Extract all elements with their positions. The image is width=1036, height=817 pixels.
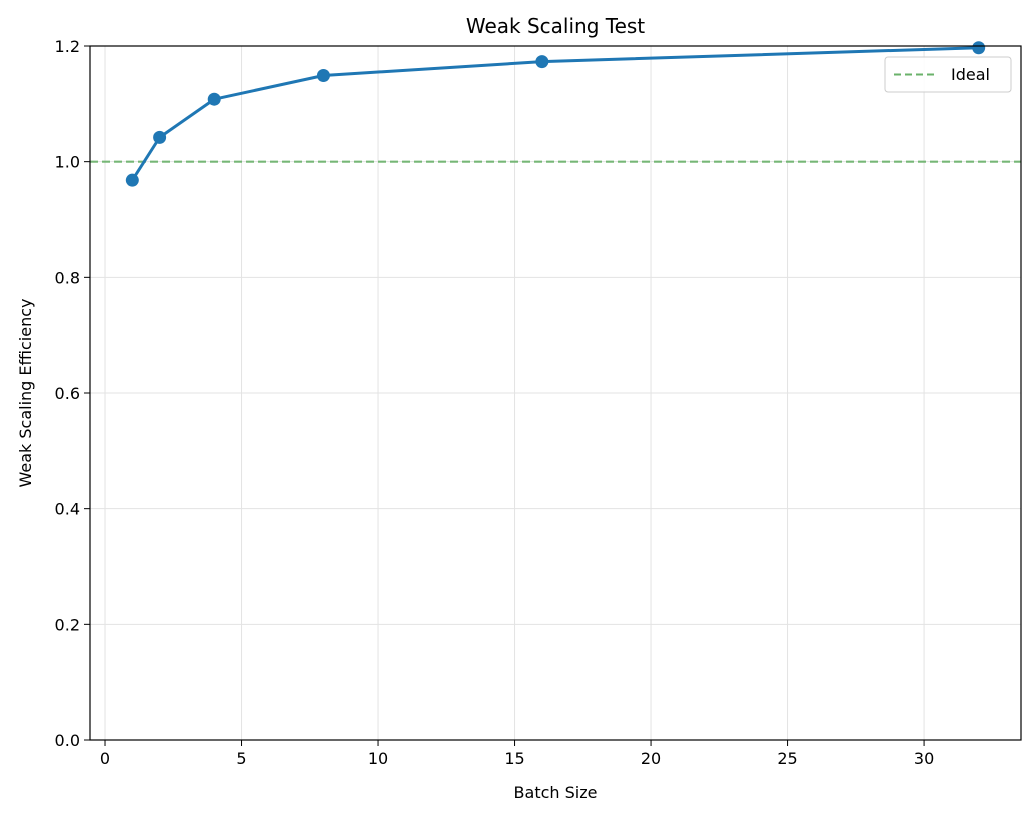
ticks: 0 5 10 15 20 25 30 0.0 0.2 0.4 0.6 0.8 1.0 1.2: [55, 37, 935, 768]
legend-box: [884, 56, 1012, 93]
y-tick-label: 0.8: [55, 268, 80, 287]
x-tick-label: 20: [641, 749, 661, 768]
y-tick-label: 0.4: [55, 500, 80, 519]
y-tick-label: 0.2: [55, 615, 80, 634]
chart-title: Weak Scaling Test: [466, 14, 645, 38]
legend: Ideal: [884, 56, 1012, 93]
x-tick-label: 15: [504, 749, 524, 768]
x-tick-label: 5: [236, 749, 246, 768]
legend-ideal-label: Ideal: [951, 65, 990, 84]
data-point: [972, 41, 986, 55]
y-tick-label: 1.2: [55, 37, 80, 56]
series-line: [131, 46, 979, 181]
y-tick-label: 0.0: [55, 731, 80, 750]
data-point: [535, 55, 549, 69]
data-point: [125, 173, 139, 187]
data-point: [316, 68, 330, 82]
x-tick-label: 0: [100, 749, 110, 768]
y-tick-label: 1.0: [55, 153, 80, 172]
x-tick-label: 10: [368, 749, 388, 768]
data-point: [153, 130, 167, 144]
x-tick-label: 25: [777, 749, 797, 768]
x-axis-label: Batch Size: [514, 783, 598, 802]
series: [125, 41, 986, 187]
x-tick-label: 30: [914, 749, 934, 768]
data-point: [207, 92, 221, 106]
y-tick-label: 0.6: [55, 384, 80, 403]
y-axis-label: Weak Scaling Efficiency: [16, 299, 35, 488]
